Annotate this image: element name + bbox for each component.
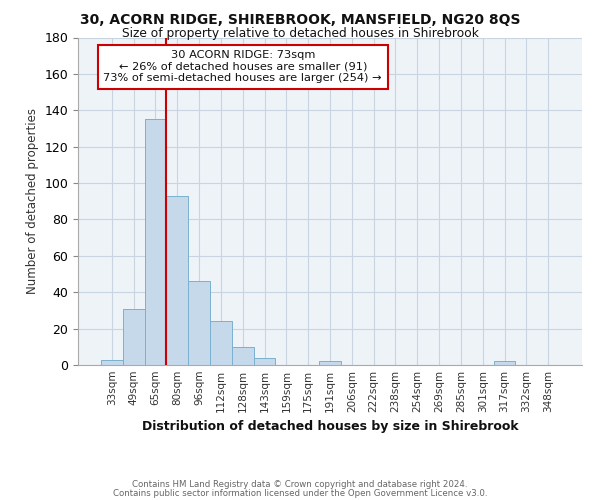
Bar: [494, 362, 515, 365]
Bar: [254, 358, 275, 365]
Bar: [101, 360, 123, 365]
Bar: [166, 196, 188, 365]
Text: Contains HM Land Registry data © Crown copyright and database right 2024.: Contains HM Land Registry data © Crown c…: [132, 480, 468, 489]
Bar: [319, 362, 341, 365]
Bar: [145, 120, 166, 365]
X-axis label: Distribution of detached houses by size in Shirebrook: Distribution of detached houses by size …: [142, 420, 518, 434]
Bar: [123, 308, 145, 365]
Bar: [188, 282, 210, 365]
Y-axis label: Number of detached properties: Number of detached properties: [26, 108, 39, 294]
Text: 30 ACORN RIDGE: 73sqm
← 26% of detached houses are smaller (91)
73% of semi-deta: 30 ACORN RIDGE: 73sqm ← 26% of detached …: [103, 50, 382, 84]
Text: 30, ACORN RIDGE, SHIREBROOK, MANSFIELD, NG20 8QS: 30, ACORN RIDGE, SHIREBROOK, MANSFIELD, …: [80, 12, 520, 26]
Text: Size of property relative to detached houses in Shirebrook: Size of property relative to detached ho…: [122, 28, 478, 40]
Bar: [210, 322, 232, 365]
Bar: [232, 347, 254, 365]
Text: Contains public sector information licensed under the Open Government Licence v3: Contains public sector information licen…: [113, 489, 487, 498]
